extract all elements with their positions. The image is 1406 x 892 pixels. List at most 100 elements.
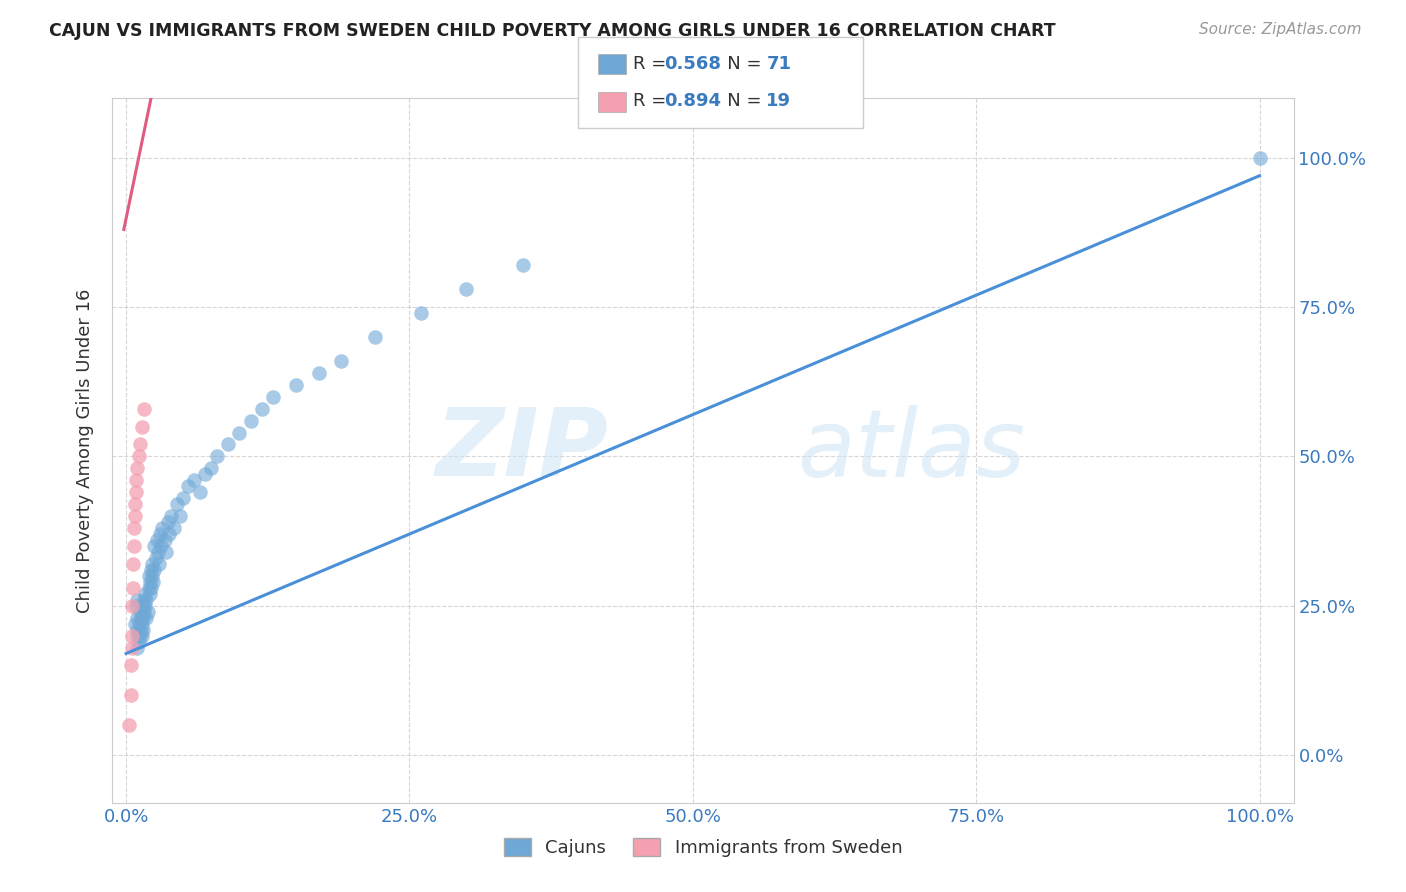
Point	[129, 610, 152, 624]
Point	[409, 306, 432, 320]
Text: atlas: atlas	[797, 405, 1026, 496]
Point	[121, 629, 143, 643]
Point	[124, 616, 146, 631]
Point	[141, 557, 163, 571]
Point	[125, 599, 148, 613]
Point	[121, 599, 143, 613]
Point	[150, 539, 173, 553]
Text: 19: 19	[766, 92, 792, 110]
Point	[145, 551, 167, 566]
Point	[128, 605, 150, 619]
Point	[177, 479, 200, 493]
Point	[121, 640, 143, 655]
Point	[131, 419, 153, 434]
Point	[330, 354, 353, 368]
Point	[125, 473, 148, 487]
Point	[143, 539, 166, 553]
Point	[131, 616, 153, 631]
Text: Source: ZipAtlas.com: Source: ZipAtlas.com	[1198, 22, 1361, 37]
Point	[127, 623, 149, 637]
Point	[134, 605, 156, 619]
Point	[157, 515, 180, 529]
Point	[456, 282, 478, 296]
Point	[183, 473, 205, 487]
Text: R =: R =	[633, 55, 672, 73]
Text: N =: N =	[710, 55, 768, 73]
Point	[136, 605, 159, 619]
Point	[124, 509, 146, 524]
Point	[127, 640, 149, 655]
Point	[157, 527, 180, 541]
Text: ZIP: ZIP	[436, 404, 609, 497]
Point	[145, 533, 167, 547]
Y-axis label: Child Poverty Among Girls Under 16: Child Poverty Among Girls Under 16	[76, 288, 94, 613]
Point	[135, 592, 157, 607]
Point	[129, 623, 152, 637]
Point	[127, 629, 149, 643]
Point	[200, 461, 222, 475]
Point	[138, 569, 160, 583]
Point	[166, 497, 188, 511]
Text: N =: N =	[710, 92, 768, 110]
Point	[122, 557, 145, 571]
Point	[127, 461, 149, 475]
Point	[142, 574, 165, 589]
Point	[128, 634, 150, 648]
Text: 0.568: 0.568	[664, 55, 721, 73]
Point	[131, 629, 153, 643]
Point	[132, 623, 155, 637]
Point	[512, 258, 534, 272]
Point	[163, 521, 186, 535]
Point	[139, 581, 162, 595]
Point	[122, 521, 145, 535]
Point	[169, 509, 191, 524]
Point	[125, 485, 148, 500]
Point	[188, 485, 211, 500]
Point	[139, 587, 162, 601]
Point	[143, 563, 166, 577]
Point	[138, 581, 160, 595]
Point	[128, 616, 150, 631]
Text: CAJUN VS IMMIGRANTS FROM SWEDEN CHILD POVERTY AMONG GIRLS UNDER 16 CORRELATION C: CAJUN VS IMMIGRANTS FROM SWEDEN CHILD PO…	[49, 22, 1056, 40]
Point	[285, 377, 308, 392]
Point	[139, 574, 162, 589]
Legend: Cajuns, Immigrants from Sweden: Cajuns, Immigrants from Sweden	[496, 830, 910, 864]
Point	[122, 581, 145, 595]
Point	[239, 414, 262, 428]
Point	[134, 401, 156, 416]
Point	[148, 557, 170, 571]
Point	[146, 545, 169, 559]
Point	[122, 539, 145, 553]
Point	[155, 545, 177, 559]
Point	[134, 592, 156, 607]
Point	[120, 688, 142, 702]
Point	[172, 491, 194, 506]
Point	[262, 390, 284, 404]
Point	[132, 610, 155, 624]
Point	[228, 425, 250, 440]
Point	[250, 401, 273, 416]
Point	[132, 599, 155, 613]
Point	[1249, 151, 1271, 165]
Point	[128, 437, 150, 451]
Text: 71: 71	[766, 55, 792, 73]
Point	[128, 450, 150, 464]
Point	[139, 563, 162, 577]
Point	[127, 592, 149, 607]
Point	[127, 610, 149, 624]
Point	[160, 509, 183, 524]
Point	[205, 450, 228, 464]
Point	[364, 330, 387, 344]
Point	[135, 610, 157, 624]
Point	[134, 587, 156, 601]
Text: R =: R =	[633, 92, 672, 110]
Point	[308, 366, 330, 380]
Point	[120, 658, 142, 673]
Point	[150, 521, 173, 535]
Point	[118, 718, 141, 732]
Text: 0.894: 0.894	[664, 92, 721, 110]
Point	[194, 467, 217, 482]
Point	[217, 437, 239, 451]
Point	[149, 527, 172, 541]
Point	[134, 599, 156, 613]
